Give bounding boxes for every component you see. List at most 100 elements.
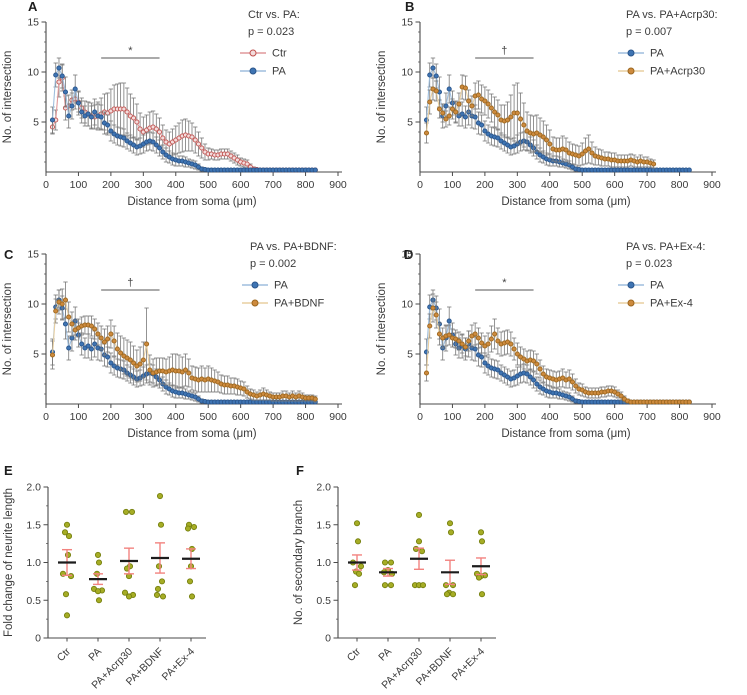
svg-text:Ctr: Ctr bbox=[55, 645, 74, 664]
svg-text:PA: PA bbox=[86, 646, 104, 664]
panel-a: A 0 100 200 300 400 500 600 700 800 900 5 10 15 Dista… bbox=[0, 0, 373, 230]
svg-text:100: 100 bbox=[444, 179, 462, 191]
svg-text:†: † bbox=[501, 45, 507, 57]
svg-text:700: 700 bbox=[264, 179, 282, 191]
svg-text:*: * bbox=[502, 277, 507, 289]
svg-text:0: 0 bbox=[325, 633, 331, 645]
svg-text:200: 200 bbox=[476, 411, 494, 423]
svg-text:Distance from soma (μm): Distance from soma (μm) bbox=[127, 428, 256, 440]
panel-f: F 0 0.5 1.0 1.5 2.0 Ctr PA PA+Acrp30 PA+BDNF PA+E… bbox=[290, 462, 590, 695]
svg-text:700: 700 bbox=[638, 411, 656, 423]
svg-text:100: 100 bbox=[70, 411, 88, 423]
panel-c-plot: 0 100 200 300 400 500 600 700 800 900 5 10 15 Distanc… bbox=[2, 241, 347, 441]
panel-label-d: D bbox=[404, 247, 414, 262]
panel-c: C 0 100 200 300 400 500 600 700 800 900 5 10 15 Dista… bbox=[0, 232, 373, 462]
axes: 0 100 200 300 400 500 600 700 800 900 5 10 15 Distanc… bbox=[376, 17, 721, 209]
markers bbox=[49, 297, 318, 402]
data-points bbox=[90, 551, 106, 604]
svg-text:5: 5 bbox=[33, 349, 39, 361]
svg-text:15: 15 bbox=[401, 17, 413, 29]
svg-text:No. of intersection: No. of intersection bbox=[2, 51, 14, 144]
svg-text:PA: PA bbox=[376, 646, 394, 664]
svg-text:600: 600 bbox=[232, 179, 250, 191]
group-PA+BDNF bbox=[441, 520, 459, 598]
data-points bbox=[411, 511, 427, 589]
svg-text:200: 200 bbox=[476, 179, 494, 191]
svg-text:p = 0.023: p = 0.023 bbox=[626, 258, 672, 270]
svg-text:No. of intersection: No. of intersection bbox=[376, 51, 388, 144]
markers bbox=[49, 75, 318, 173]
group-PA+Acrp30 bbox=[410, 511, 428, 589]
svg-text:PA: PA bbox=[274, 280, 289, 292]
axes: 0 100 200 300 400 500 600 700 800 900 5 10 15 Distanc… bbox=[2, 249, 347, 441]
legend: PA vs. PA+Acrp30: p = 0.007 PA PA+Acrp30 bbox=[618, 9, 718, 78]
svg-text:200: 200 bbox=[102, 411, 120, 423]
svg-text:PA+Ex-4: PA+Ex-4 bbox=[650, 298, 693, 310]
svg-text:0: 0 bbox=[43, 179, 49, 191]
svg-text:No. of intersection: No. of intersection bbox=[376, 283, 388, 376]
legend: PA vs. PA+BDNF: p = 0.002 PA PA+BDNF bbox=[242, 241, 337, 310]
svg-text:900: 900 bbox=[329, 179, 347, 191]
svg-text:PA: PA bbox=[650, 280, 665, 292]
svg-text:p = 0.023: p = 0.023 bbox=[248, 26, 294, 38]
group-PA+BDNF bbox=[151, 493, 169, 600]
group-Ctr bbox=[58, 521, 76, 619]
svg-text:900: 900 bbox=[329, 411, 347, 423]
svg-text:1.0: 1.0 bbox=[316, 557, 331, 569]
svg-text:PA: PA bbox=[272, 66, 287, 78]
group-PA bbox=[379, 559, 397, 589]
svg-text:300: 300 bbox=[509, 411, 527, 423]
svg-text:Ctr vs. PA:: Ctr vs. PA: bbox=[248, 9, 300, 21]
svg-text:300: 300 bbox=[135, 179, 153, 191]
svg-text:PA+BDNF: PA+BDNF bbox=[274, 298, 325, 310]
svg-text:700: 700 bbox=[638, 179, 656, 191]
svg-text:200: 200 bbox=[102, 179, 120, 191]
svg-text:No. of intersection: No. of intersection bbox=[2, 283, 14, 376]
significance-bar: † bbox=[475, 45, 534, 59]
panel-b: B 0 100 200 300 400 500 600 700 800 900 5 10 15 Dista… bbox=[374, 0, 747, 230]
significance-bar: * bbox=[475, 277, 534, 291]
svg-text:400: 400 bbox=[167, 179, 185, 191]
svg-text:10: 10 bbox=[27, 67, 39, 79]
svg-text:600: 600 bbox=[606, 179, 624, 191]
significance-bar: * bbox=[101, 45, 160, 59]
svg-text:p = 0.007: p = 0.007 bbox=[626, 26, 672, 38]
svg-text:900: 900 bbox=[703, 411, 721, 423]
svg-text:Ctr: Ctr bbox=[345, 645, 364, 664]
panel-label-c: C bbox=[4, 247, 14, 262]
panel-label-a: A bbox=[28, 0, 38, 14]
svg-text:10: 10 bbox=[401, 67, 413, 79]
svg-text:PA+Ex-4: PA+Ex-4 bbox=[450, 646, 488, 684]
legend: Ctr vs. PA: p = 0.023 Ctr PA bbox=[240, 9, 300, 78]
svg-text:2.0: 2.0 bbox=[26, 482, 41, 494]
svg-text:15: 15 bbox=[401, 249, 413, 261]
svg-text:5: 5 bbox=[407, 117, 413, 129]
group-PA+Acrp30 bbox=[120, 508, 138, 600]
svg-text:100: 100 bbox=[70, 179, 88, 191]
svg-text:500: 500 bbox=[573, 179, 591, 191]
panel-d-plot: 0 100 200 300 400 500 600 700 800 900 5 10 15 Distanc… bbox=[376, 241, 721, 440]
svg-text:p = 0.002: p = 0.002 bbox=[250, 258, 296, 270]
svg-text:600: 600 bbox=[232, 411, 250, 423]
svg-text:800: 800 bbox=[671, 179, 689, 191]
svg-text:2.0: 2.0 bbox=[316, 482, 331, 494]
data-points bbox=[349, 520, 365, 589]
svg-text:10: 10 bbox=[401, 299, 413, 311]
panel-a-plot: 0 100 200 300 400 500 600 700 800 900 5 10 15 Distanc… bbox=[2, 9, 347, 209]
svg-text:PA: PA bbox=[650, 48, 665, 60]
svg-text:*: * bbox=[128, 45, 133, 57]
markers bbox=[423, 65, 692, 173]
svg-text:900: 900 bbox=[703, 179, 721, 191]
svg-text:400: 400 bbox=[541, 179, 559, 191]
axes: 0 100 200 300 400 500 600 700 800 900 5 10 15 Distanc… bbox=[2, 17, 347, 209]
svg-text:0.5: 0.5 bbox=[316, 595, 331, 607]
data-points bbox=[473, 529, 489, 598]
svg-text:0: 0 bbox=[43, 411, 49, 423]
svg-text:No. of secondary branch: No. of secondary branch bbox=[293, 500, 305, 625]
svg-text:800: 800 bbox=[297, 411, 315, 423]
svg-text:500: 500 bbox=[199, 179, 217, 191]
